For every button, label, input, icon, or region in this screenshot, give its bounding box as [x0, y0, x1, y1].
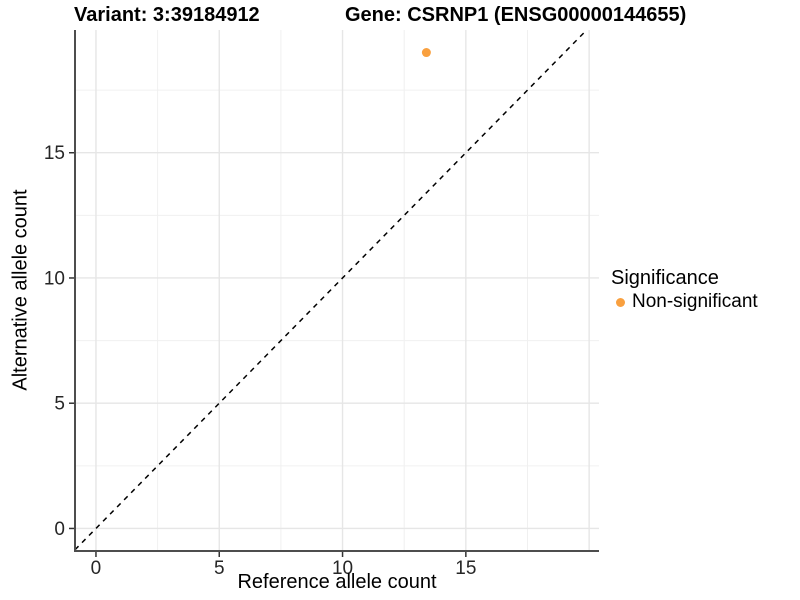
identity-line — [74, 29, 588, 551]
legend-title: Significance — [611, 267, 719, 289]
x-tick-label: 15 — [455, 558, 476, 579]
x-tick-label: 0 — [91, 558, 102, 579]
plot-title-gene: Gene: CSRNP1 (ENSG00000144655) — [345, 4, 687, 26]
y-tick-label: 5 — [54, 394, 65, 415]
x-tick-label: 10 — [332, 558, 353, 579]
y-axis-title: Alternative allele count — [9, 189, 32, 391]
data-point — [421, 48, 431, 58]
y-tick-label: 15 — [44, 143, 65, 164]
x-tick-label: 5 — [214, 558, 225, 579]
legend: Significance Non-significant — [611, 266, 796, 313]
legend-item-non-significant: Non-significant — [611, 291, 796, 313]
y-tick-label: 10 — [44, 268, 65, 289]
x-axis-title: Reference allele count — [237, 571, 437, 593]
plot-title-variant: Variant: 3:39184912 — [74, 4, 260, 26]
y-tick-label: 0 — [54, 519, 65, 540]
legend-item-label: Non-significant — [632, 291, 758, 312]
legend-key-dot-icon — [611, 293, 629, 311]
